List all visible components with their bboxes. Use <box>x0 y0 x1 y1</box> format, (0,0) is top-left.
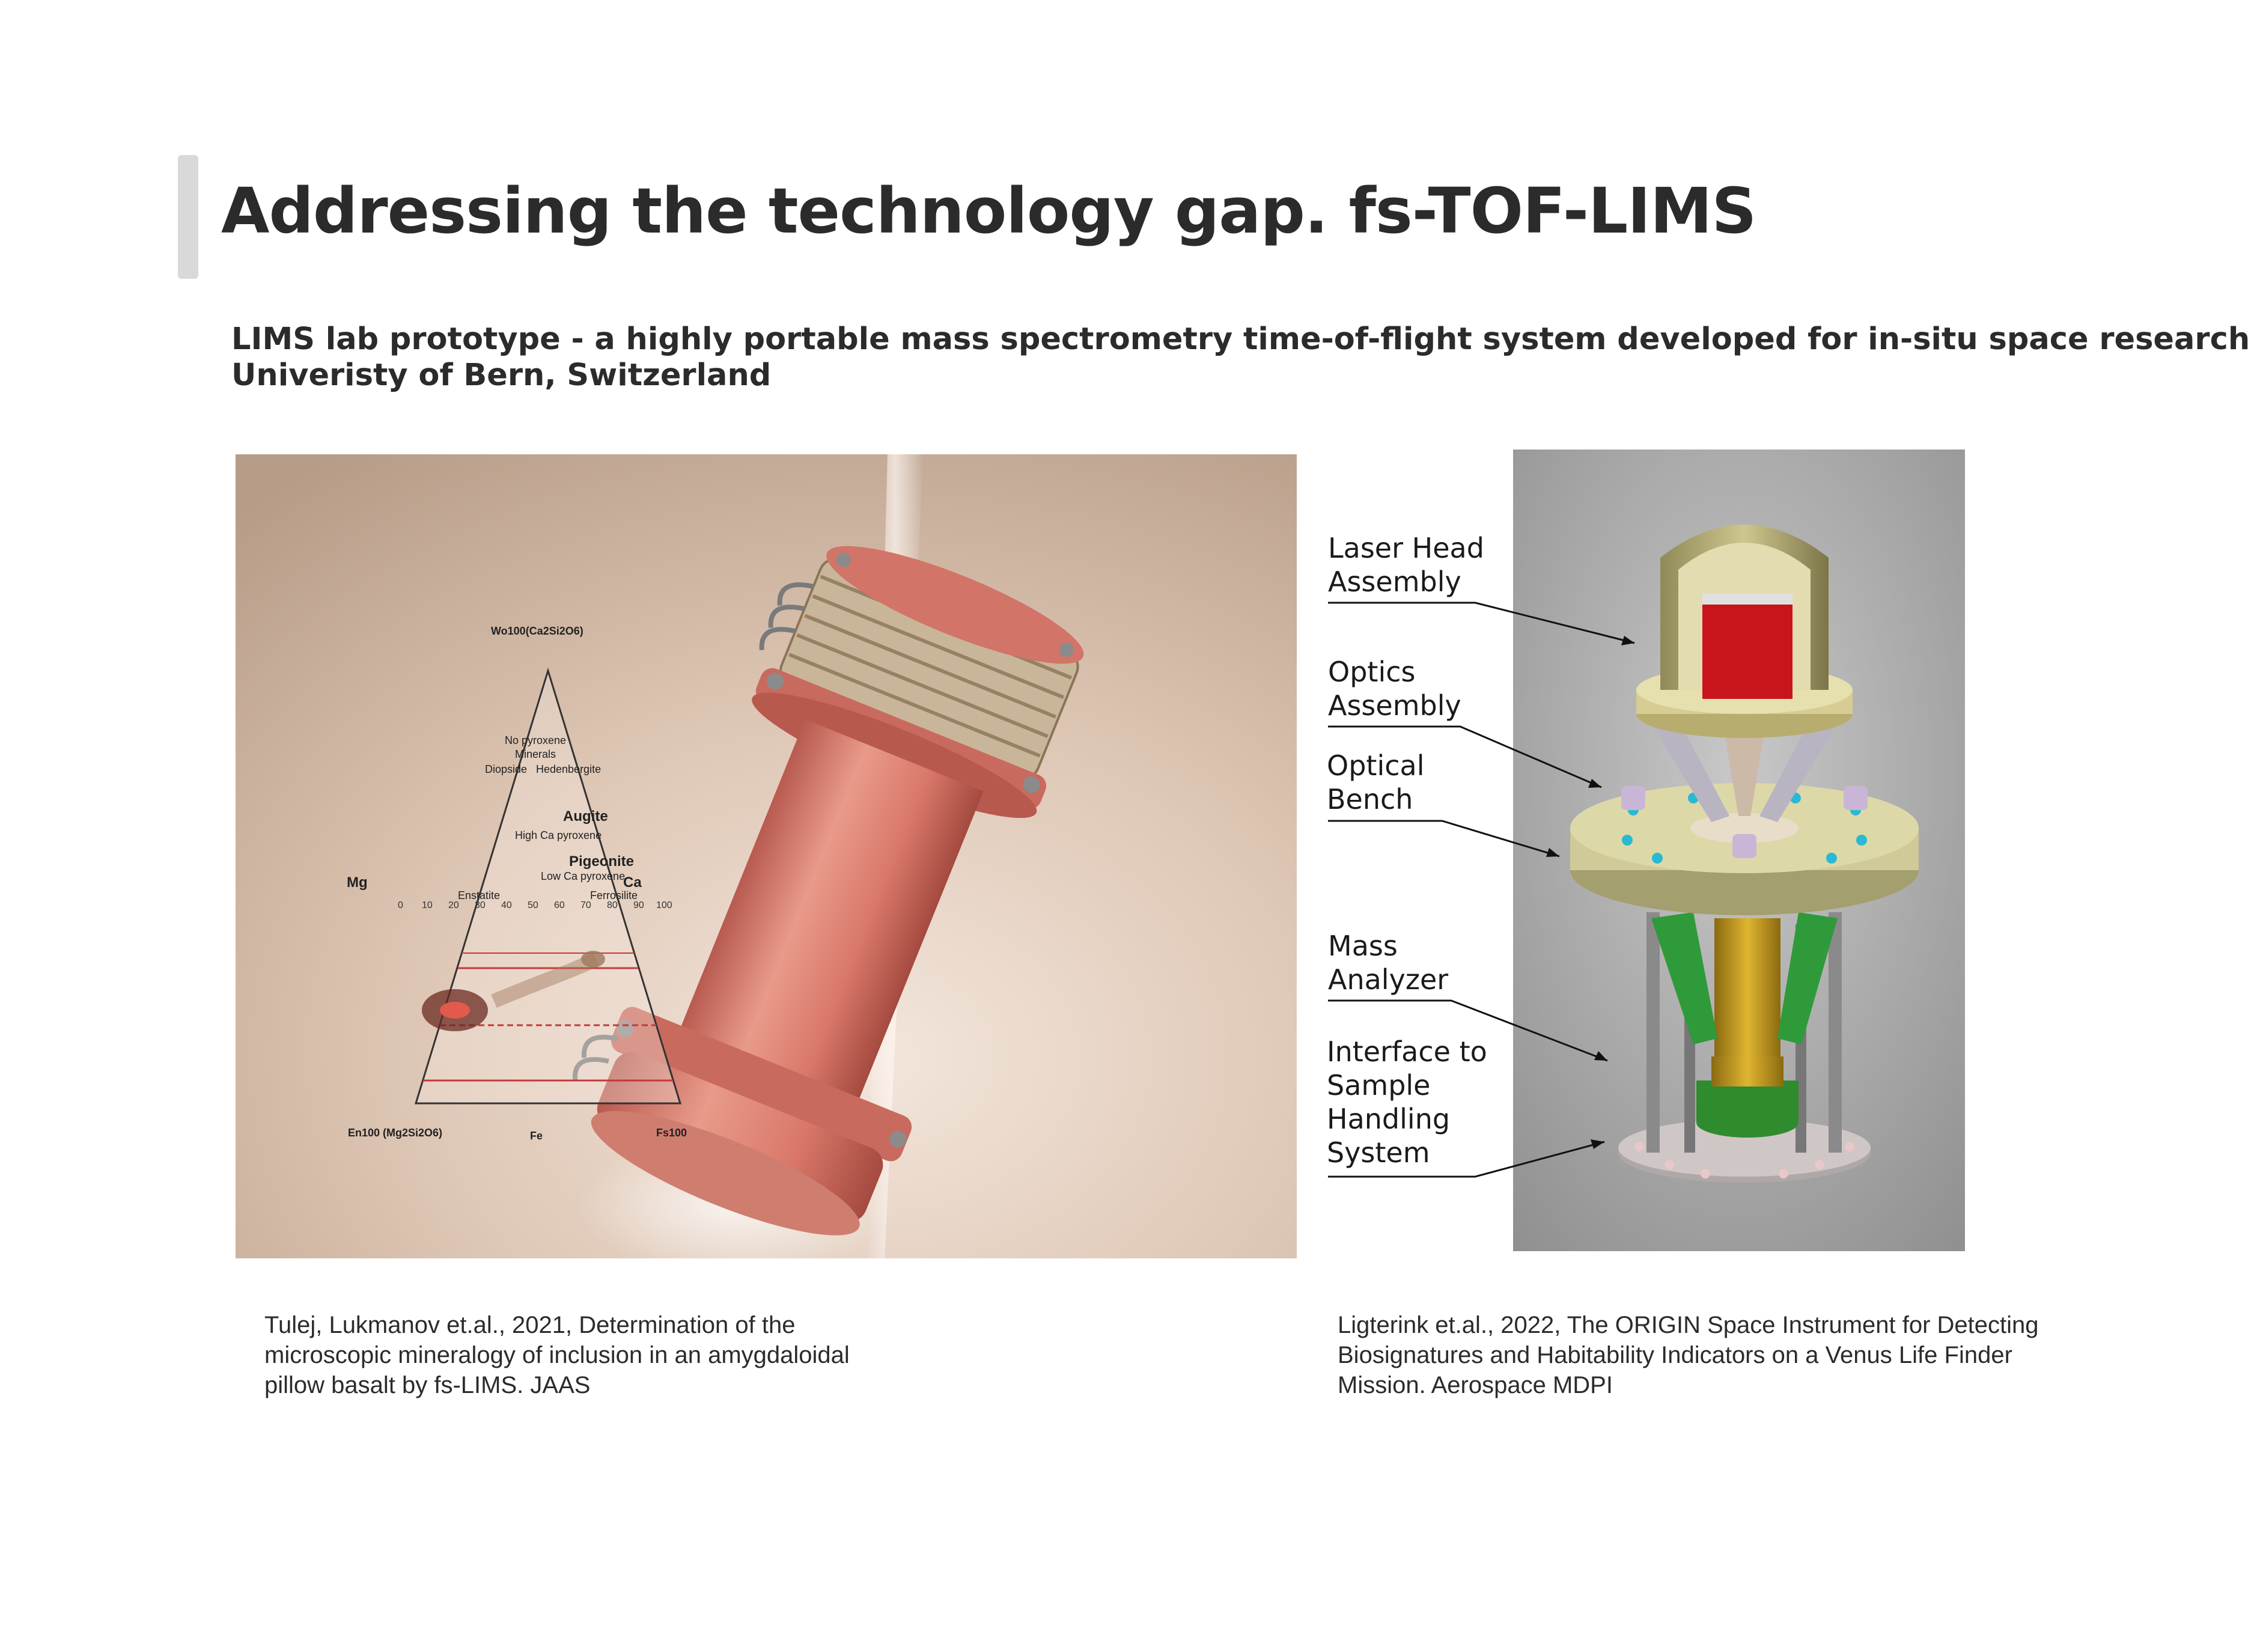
ternary-fe-label: Fe <box>530 1130 543 1142</box>
svg-text:30: 30 <box>475 900 486 910</box>
ternary-region-low-ca: Low Ca pyroxene <box>541 870 625 882</box>
subtitle-line-2: Univeristy of Bern, Switzerland <box>231 358 772 393</box>
callout-laser-head: Laser Head Assembly <box>1328 532 1484 598</box>
svg-text:50: 50 <box>528 900 538 910</box>
svg-text:100: 100 <box>656 900 672 910</box>
ternary-region-no-pyroxene: No pyroxene <box>505 734 566 746</box>
instrument-callouts: Laser Head Assembly Optics Assembly Opti… <box>1322 529 1983 1250</box>
svg-text:60: 60 <box>554 900 565 910</box>
ternary-region-enstatite: Enstatite <box>458 889 500 901</box>
ternary-region-diopside: Diopside <box>485 763 527 775</box>
slide-title: Addressing the technology gap. fs-TOF-LI… <box>221 174 1756 248</box>
callout-mass-analyzer: Mass Analyzer <box>1328 930 1449 996</box>
ternary-mg-label: Mg <box>347 874 368 891</box>
ternary-ca-label: Ca <box>623 874 642 891</box>
ternary-fs-label: Fs100 <box>656 1127 687 1139</box>
ternary-en-label: En100 (Mg2Si2O6) <box>348 1127 442 1139</box>
caption-left-reference: Tulej, Lukmanov et.al., 2021, Determinat… <box>264 1312 850 1398</box>
pyroxene-ternary-diagram: Wo100(Ca2Si2O6) Mg Ca En100 (Mg2Si2O6) F… <box>347 625 687 1142</box>
origin-instrument-image <box>1513 450 1965 1251</box>
callout-leader-lines <box>1328 602 1635 1178</box>
slide-subtitle: LIMS lab prototype - a highly portable m… <box>231 322 2250 394</box>
svg-text:70: 70 <box>580 900 591 910</box>
svg-text:40: 40 <box>501 900 512 910</box>
callout-optics-assembly: Optics Assembly <box>1328 656 1461 722</box>
svg-text:90: 90 <box>633 900 644 910</box>
caption-right-reference: Ligterink et.al., 2022, The ORIGIN Space… <box>1338 1312 2039 1398</box>
ternary-apex-label: Wo100(Ca2Si2O6) <box>491 625 583 637</box>
ternary-region-minerals: Minerals <box>515 748 556 760</box>
ternary-region-high-ca: High Ca pyroxene <box>515 829 602 841</box>
svg-text:0: 0 <box>398 900 403 910</box>
ternary-region-pigeonite: Pigeonite <box>569 853 634 870</box>
svg-text:80: 80 <box>607 900 618 910</box>
subtitle-line-1: LIMS lab prototype - a highly portable m… <box>231 322 2250 357</box>
ternary-region-hedenbergite: Hedenbergite <box>536 763 601 775</box>
svg-text:10: 10 <box>422 900 433 910</box>
callout-sample-interface: Interface to Sample Handling System <box>1327 1035 1487 1169</box>
svg-text:20: 20 <box>448 900 459 910</box>
callout-optical-bench: Optical Bench <box>1327 749 1425 815</box>
ternary-region-ferrosilite: Ferrosilite <box>590 889 638 901</box>
lims-instrument-image: Wo100(Ca2Si2O6) Mg Ca En100 (Mg2Si2O6) F… <box>236 454 1297 1258</box>
ternary-region-augite: Augite <box>563 808 608 824</box>
title-accent-bar <box>178 155 198 279</box>
